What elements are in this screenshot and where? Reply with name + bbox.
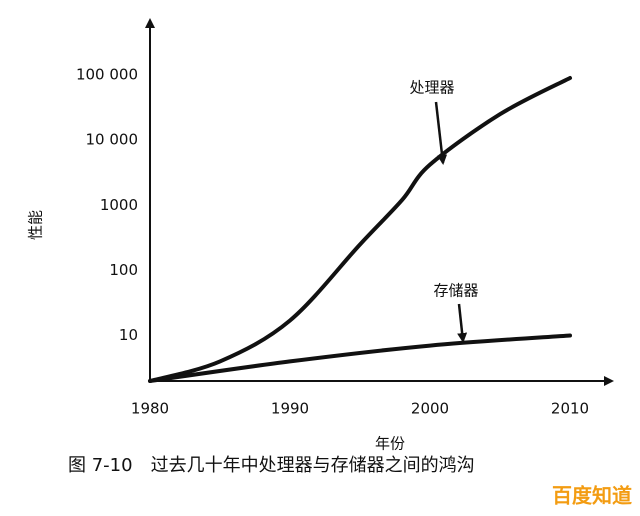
x-tick-label: 2010 (551, 400, 589, 418)
annotation: 处理器 (409, 79, 454, 97)
caption: 图 7-10 过去几十年中处理器与存储器之间的鸿沟 (68, 455, 475, 476)
series-line (148, 333, 572, 383)
x-tick-label: 2000 (411, 400, 449, 418)
x-tick-label: 1990 (271, 400, 309, 418)
x-tick-label: 1980 (131, 400, 169, 418)
y-tick-label: 100 (109, 261, 138, 279)
y-tick-label: 100 000 (76, 66, 138, 84)
series-line (148, 76, 572, 383)
y-tick-label: 10 (119, 326, 138, 344)
y-axis-label: 性能 (27, 210, 45, 240)
y-tick-label: 10 000 (86, 131, 139, 149)
annotation-arrow (457, 303, 468, 343)
y-tick-label: 1000 (100, 196, 138, 214)
annotation: 存储器 (433, 282, 478, 300)
watermark: 百度知道 (552, 484, 632, 508)
x-axis-label: 年份 (375, 435, 405, 453)
